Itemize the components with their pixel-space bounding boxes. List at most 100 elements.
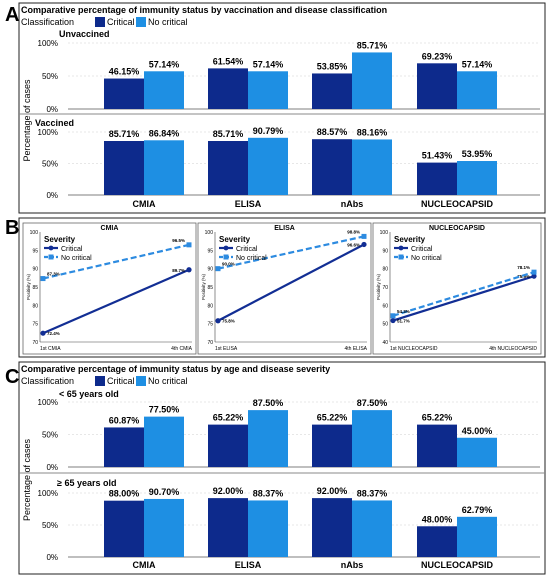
bar-critical <box>417 424 457 467</box>
y-tick-label: 100% <box>38 398 58 407</box>
facet-label: Vaccined <box>35 118 74 128</box>
point-value-label: 90.0% <box>222 262 235 267</box>
y-axis-label: Percentage of cases <box>22 79 32 162</box>
y-tick-label: 50% <box>42 521 58 530</box>
bar-value-label: 57.14% <box>462 59 493 69</box>
point-value-label: 75.8% <box>222 319 235 324</box>
point-no-critical <box>390 313 396 319</box>
y-tick-label: 60 <box>382 303 388 309</box>
subplot-frame <box>197 222 372 355</box>
panel-letter-a: A <box>5 4 19 26</box>
y-axis-label: Percentage of cases <box>22 438 32 521</box>
point-no-critical <box>40 276 46 282</box>
legend-title: Classification <box>21 376 74 386</box>
panel-title: Comparative percentage of immunity statu… <box>21 5 387 15</box>
legend-title: Classification <box>21 17 74 27</box>
y-tick-label: 85 <box>32 285 38 291</box>
point-no-critical <box>215 266 221 272</box>
legend-label-no-critical: No critical <box>61 255 92 262</box>
bar-value-label: 88.16% <box>357 127 388 137</box>
legend-marker-no-critical <box>398 254 404 260</box>
bar-value-label: 65.22% <box>317 413 348 423</box>
point-critical <box>215 318 221 324</box>
panel-c: Comparative percentage of immunity statu… <box>18 361 546 575</box>
y-tick-label: 100 <box>380 230 389 236</box>
bar-value-label: 88.00% <box>109 489 140 499</box>
bar-critical <box>417 162 457 195</box>
point-value-label: 78.1% <box>517 265 530 270</box>
series-line-critical <box>217 243 365 322</box>
bar-no-critical <box>144 71 184 109</box>
point-no-critical <box>186 242 192 248</box>
bar-critical <box>208 498 248 557</box>
legend-swatch-no-critical <box>136 376 146 386</box>
y-tick-label: 50 <box>382 322 388 328</box>
y-tick-label: 75 <box>32 322 38 328</box>
legend-marker-critical <box>48 245 54 251</box>
bar-value-label: 57.14% <box>253 59 284 69</box>
bar-no-critical <box>248 500 288 557</box>
y-tick-label: 95 <box>207 248 213 254</box>
legend-label-no-critical: No critical <box>148 376 188 386</box>
bar-value-label: 88.37% <box>253 488 284 498</box>
legend-marker-critical <box>398 245 404 251</box>
y-tick-label: 100% <box>38 128 58 137</box>
legend-swatch-critical <box>95 376 105 386</box>
panel-letter-c: C <box>5 366 19 388</box>
bar-critical <box>312 424 352 467</box>
y-tick-label: 80 <box>32 303 38 309</box>
x-tick-label: 1st CMIA <box>40 346 61 352</box>
legend-label-critical: Critical <box>107 376 135 386</box>
legend-label-no-critical: No critical <box>236 255 267 262</box>
y-axis-label: Positivity (%) <box>201 274 206 301</box>
y-axis-label: Positivity (%) <box>26 274 31 301</box>
y-tick-label: 0% <box>46 191 58 200</box>
legend-title: Severity <box>44 235 76 244</box>
panel-b: CMIA 70 75 80 85 90 95 100 Positivity (%) 1st CMI… <box>18 217 546 358</box>
y-tick-label: 0% <box>46 105 58 114</box>
bar-critical <box>312 73 352 109</box>
y-tick-label: 90 <box>32 267 38 273</box>
legend-marker-no-critical <box>48 254 54 260</box>
subplot: ELISA 70 75 80 85 90 95 100 Positivity (%) 1st EL… <box>197 222 372 355</box>
subplot-title: NUCLEOCAPSID <box>429 225 485 232</box>
x-category-label: ELISA <box>235 199 262 209</box>
bar-value-label: 48.00% <box>422 514 453 524</box>
bar-no-critical <box>352 410 392 467</box>
series-line-no-critical <box>217 235 365 270</box>
legend-marker-no-critical <box>223 254 229 260</box>
series-line-critical <box>42 268 190 335</box>
x-tick-label: 1st NUCLEOCAPSID <box>390 346 438 352</box>
bar-value-label: 46.15% <box>109 67 140 77</box>
bar-value-label: 88.57% <box>317 127 348 137</box>
x-category-label: CMIA <box>133 560 156 570</box>
facet-label: < 65 years old <box>59 389 119 399</box>
y-tick-label: 0% <box>46 553 58 562</box>
point-value-label: 98.8% <box>347 229 360 234</box>
y-tick-label: 50% <box>42 160 58 169</box>
x-tick-label: 4th NUCLEOCAPSID <box>489 346 537 352</box>
facet: < 65 years old 0% 50% 100% 60.87% 65.22% 65.22… <box>38 389 540 472</box>
y-tick-label: 70 <box>32 340 38 346</box>
legend-title: Severity <box>219 235 251 244</box>
point-value-label: 75.9% <box>517 274 530 279</box>
point-value-label: 54.3% <box>397 309 410 314</box>
y-tick-label: 100 <box>30 230 39 236</box>
bar-no-critical <box>144 416 184 467</box>
bar-value-label: 57.14% <box>149 59 180 69</box>
bar-no-critical <box>352 52 392 109</box>
subplot-title: CMIA <box>101 225 119 232</box>
bar-critical <box>417 526 457 557</box>
facet-label: ≥ 65 years old <box>57 478 116 488</box>
point-value-label: 51.7% <box>397 319 410 324</box>
legend-label-critical: Critical <box>107 17 135 27</box>
facet: Unvaccined 0% 50% 100% 46.15% 61.54% 53.85% 69.… <box>38 29 540 114</box>
point-critical <box>531 273 537 279</box>
legend-label-no-critical: No critical <box>148 17 188 27</box>
x-category-label: NUCLEOCAPSID <box>421 199 494 209</box>
bar-value-label: 62.79% <box>462 505 493 515</box>
bar-no-critical <box>144 140 184 195</box>
legend-label-critical: Critical <box>61 246 83 253</box>
x-tick-label: 4th ELISA <box>344 346 367 352</box>
y-tick-label: 90 <box>207 267 213 273</box>
